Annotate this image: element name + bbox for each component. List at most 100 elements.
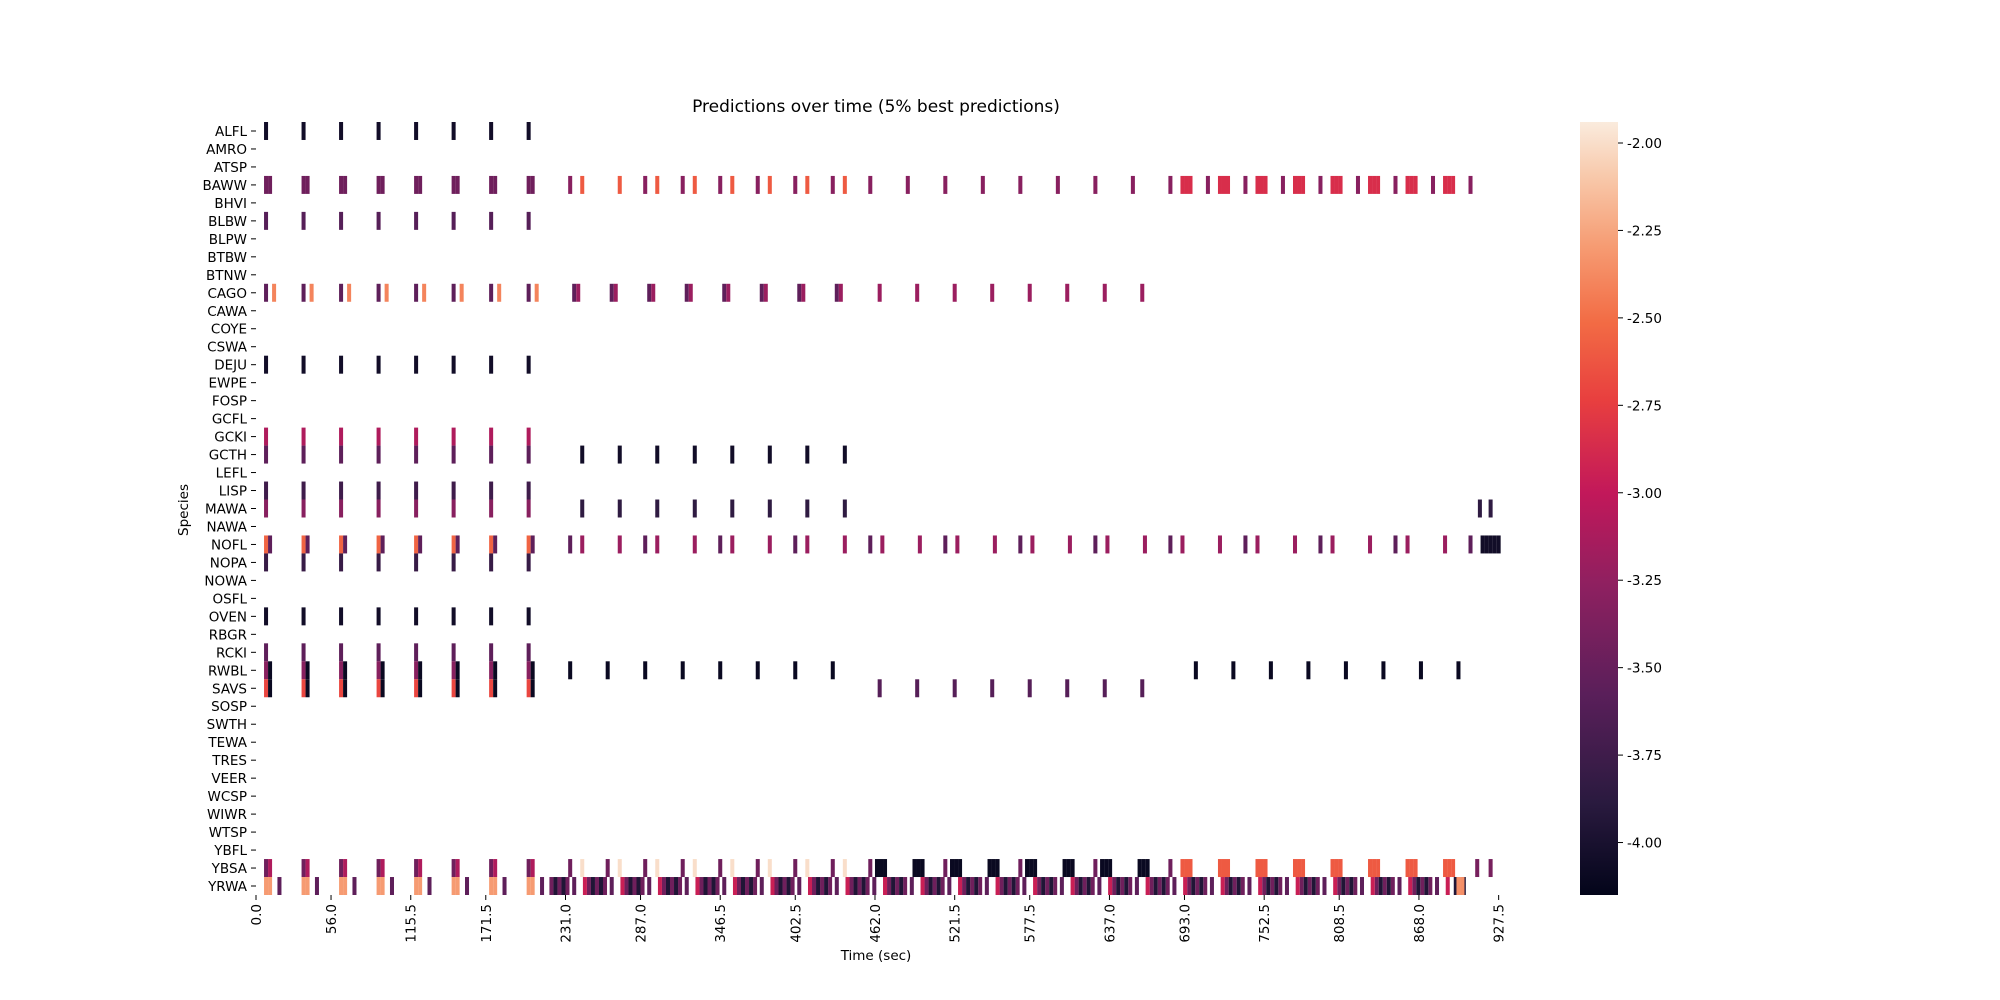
heatmap-cell-yrwa [770, 877, 775, 895]
heatmap-cell-rwbl [305, 661, 310, 680]
heatmap-cell-cago [272, 283, 277, 302]
heatmap-cell-yrwa [970, 877, 975, 895]
heatmap-cell-ybsa [1488, 859, 1493, 878]
heatmap-cell-yrwa [1007, 877, 1012, 895]
heatmap-cell-ybsa [489, 859, 494, 878]
heatmap-cell-baww [1409, 175, 1414, 194]
heatmap-cell-baww [793, 175, 798, 194]
heatmap-cell-ybsa [1368, 859, 1373, 878]
heatmap-cell-cago [763, 283, 768, 302]
heatmap-cell-yrwa [883, 877, 888, 895]
heatmap-cell-rwbl [1306, 661, 1311, 680]
heatmap-cell-yrwa [932, 877, 937, 895]
heatmap-cell-ybsa [1018, 859, 1023, 878]
heatmap-cell-nofl [526, 535, 531, 554]
heatmap-cell-nofl [380, 535, 385, 554]
heatmap-cell-ybsa [1137, 859, 1142, 878]
y-tick-label-wtsp: WTSP [209, 825, 247, 841]
heatmap-cell-cago [613, 283, 618, 302]
y-tick-label-rbgr: RBGR [209, 627, 247, 643]
heatmap-cell-yrwa [1299, 877, 1304, 895]
heatmap-cell-savs [1027, 679, 1032, 698]
heatmap-cell-ybsa [568, 859, 573, 878]
heatmap-cell-rwbl [414, 661, 419, 680]
heatmap-cell-yrwa [828, 877, 833, 895]
heatmap-cell-yrwa [845, 877, 850, 895]
heatmap-cell-ybsa [958, 859, 963, 878]
heatmap-cell-yrwa [1041, 877, 1046, 895]
heatmap-cell-baww [1130, 175, 1135, 194]
heatmap-cell-baww [1318, 175, 1323, 194]
heatmap-cell-yrwa [389, 877, 394, 895]
y-tick-label-blpw: BLPW [209, 232, 247, 248]
heatmap-cell-yrwa [1370, 877, 1375, 895]
heatmap-cell-ybsa [530, 859, 535, 878]
heatmap-cell-baww [1297, 175, 1302, 194]
heatmap-cell-savs [530, 679, 535, 698]
heatmap-cell-baww [1263, 175, 1268, 194]
heatmap-cell-baww [1217, 175, 1222, 194]
x-tick-label-0.0: 0.0 [249, 904, 265, 925]
heatmap-cell-ybsa [943, 859, 948, 878]
heatmap-cell-yrwa [1228, 877, 1233, 895]
heatmap-cell-rwbl [793, 661, 798, 680]
heatmap-cell-yrwa [640, 877, 645, 895]
heatmap-cell-lisp [526, 481, 531, 500]
heatmap-cell-ybsa [767, 859, 772, 878]
heatmap-cell-nofl [414, 535, 419, 554]
heatmap-cell-mawa [692, 499, 697, 518]
heatmap-cell-baww [1443, 175, 1448, 194]
heatmap-cell-nofl [1217, 535, 1222, 554]
heatmap-cell-yrwa [1199, 877, 1204, 895]
heatmap-cell-rwbl [301, 661, 306, 680]
heatmap-cell-yrwa [920, 877, 925, 895]
heatmap-cell-nofl [268, 535, 273, 554]
heatmap-cell-ybsa [793, 859, 798, 878]
colorbar-tick-label--2.50: -2.50 [1627, 311, 1662, 327]
y-tick-label-oven: OVEN [209, 609, 247, 625]
heatmap-cell-ybsa [605, 859, 610, 878]
heatmap-cell-lisp [376, 481, 381, 500]
heatmap-cell-nofl [1368, 535, 1373, 554]
heatmap-cell-cago [1140, 283, 1145, 302]
x-tick-label-287.0: 287.0 [634, 904, 650, 943]
heatmap-cell-baww [655, 175, 660, 194]
heatmap-cell-nofl [301, 535, 306, 554]
heatmap-cell-yrwa [849, 877, 854, 895]
y-tick-label-veer: VEER [211, 771, 247, 787]
heatmap-cell-yrwa [1053, 877, 1058, 895]
heatmap-cell-ybsa [1413, 859, 1418, 878]
heatmap-cell-mawa [489, 499, 494, 518]
heatmap-cell-blbw [376, 211, 381, 230]
heatmap-cell-yrwa [924, 877, 929, 895]
heatmap-cell-cago [534, 283, 539, 302]
heatmap-cell-nofl [1105, 535, 1110, 554]
heatmap-cell-yrwa [647, 877, 652, 895]
heatmap-cell-yrwa [1078, 877, 1083, 895]
heatmap-cell-cago [422, 283, 427, 302]
heatmap-cell-yrwa [753, 877, 758, 895]
heatmap-cell-yrwa [1445, 877, 1450, 895]
heatmap-cell-savs [990, 679, 995, 698]
y-tick-label-lefl: LEFL [216, 466, 248, 482]
heatmap-cell-ybsa [451, 859, 456, 878]
heatmap-cell-nopa [414, 553, 419, 572]
heatmap-cell-yrwa [661, 877, 666, 895]
heatmap-cell-gcth [617, 445, 622, 464]
heatmap-cell-nofl [1168, 535, 1173, 554]
heatmap-cell-baww [1376, 175, 1381, 194]
colorbar-gradient [1580, 122, 1618, 895]
heatmap-cell-cago [451, 283, 456, 302]
heatmap-cell-alfl [414, 122, 419, 140]
heatmap-cell-cago [726, 283, 731, 302]
heatmap-cell-ybsa [874, 859, 879, 878]
heatmap-cell-ybsa [718, 859, 723, 878]
heatmap-cell-rwbl [264, 661, 269, 680]
heatmap-cell-yrwa [807, 877, 813, 895]
heatmap-cell-ybsa [526, 859, 531, 878]
heatmap-cell-yrwa [1116, 877, 1121, 895]
heatmap-cell-baww [943, 175, 948, 194]
heatmap-cell-savs [264, 679, 269, 698]
heatmap-cell-gcth [580, 445, 585, 464]
